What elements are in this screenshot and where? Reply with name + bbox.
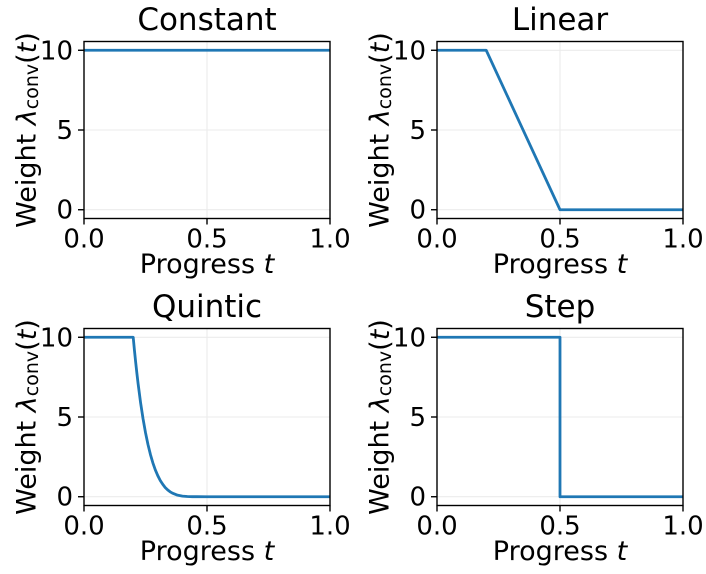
y-axis-label: Weight λconv(t) xyxy=(12,32,44,228)
y-tick-label: 5 xyxy=(409,403,426,433)
x-tick-label: 0.0 xyxy=(63,225,104,255)
y-tick-label: 0 xyxy=(56,196,73,226)
chart-canvas-linear: 0.0 0.5 1.0 0 5 10 Progress t Weight λconv(t) xyxy=(365,32,704,280)
subplot-constant: Constant 0.0 0.5 1.0 0 5 10 Progress t Weight λ… xyxy=(0,0,353,287)
chart-title-step: Step xyxy=(524,289,596,325)
chart-canvas-quintic: 0.0 0.5 1.0 0 5 10 Progress t Weight λconv(t) xyxy=(12,319,351,567)
x-tick-label: 1.0 xyxy=(662,512,703,542)
y-axis-label: Weight λconv(t) xyxy=(365,32,397,228)
y-tick-label: 0 xyxy=(409,196,426,226)
series-line-quintic xyxy=(84,335,330,499)
x-tick-label: 0.0 xyxy=(416,512,457,542)
y-tick-label: 10 xyxy=(393,36,426,66)
subplot-quintic: Quintic 0.0 0.5 1.0 0 5 10 Progress t Weight λc… xyxy=(0,287,353,574)
chart-canvas-step: 0.0 0.5 1.0 0 5 10 Progress t Weight λconv(t) xyxy=(365,319,704,567)
x-axis-label: Progress t xyxy=(493,536,629,567)
x-tick-label: 0.5 xyxy=(186,225,227,255)
x-tick-label: 1.0 xyxy=(662,225,703,255)
y-axis-label: Weight λconv(t) xyxy=(12,319,44,515)
x-tick-label: 0.5 xyxy=(539,225,580,255)
series-line-linear xyxy=(437,48,683,212)
y-tick-label: 0 xyxy=(56,483,73,513)
y-tick-label: 10 xyxy=(40,323,73,353)
x-tick-label: 0.5 xyxy=(186,512,227,542)
x-tick-label: 0.0 xyxy=(63,512,104,542)
subplot-linear: Linear 0.0 0.5 1.0 0 5 10 Progress t Weight λco… xyxy=(353,0,706,287)
y-axis-label: Weight λconv(t) xyxy=(365,319,397,515)
y-tick-label: 10 xyxy=(393,323,426,353)
chart-canvas-constant: 0.0 0.5 1.0 0 5 10 Progress t Weight λconv(t) xyxy=(12,32,351,280)
y-tick-label: 5 xyxy=(409,116,426,146)
x-tick-label: 0.0 xyxy=(416,225,457,255)
x-axis-label: Progress t xyxy=(140,249,276,280)
y-tick-label: 0 xyxy=(409,483,426,513)
chart-title-linear: Linear xyxy=(511,2,609,38)
x-tick-label: 1.0 xyxy=(309,512,350,542)
x-axis-label: Progress t xyxy=(493,249,629,280)
subplot-step: Step 0.0 0.5 1.0 0 5 10 Progress t Weight λconv… xyxy=(353,287,706,574)
x-tick-label: 0.5 xyxy=(539,512,580,542)
series-line-step xyxy=(437,335,683,499)
x-axis-label: Progress t xyxy=(140,536,276,567)
chart-title-constant: Constant xyxy=(137,2,277,38)
y-tick-label: 5 xyxy=(56,116,73,146)
y-tick-label: 10 xyxy=(40,36,73,66)
y-tick-label: 5 xyxy=(56,403,73,433)
chart-title-quintic: Quintic xyxy=(151,289,263,325)
x-tick-label: 1.0 xyxy=(309,225,350,255)
